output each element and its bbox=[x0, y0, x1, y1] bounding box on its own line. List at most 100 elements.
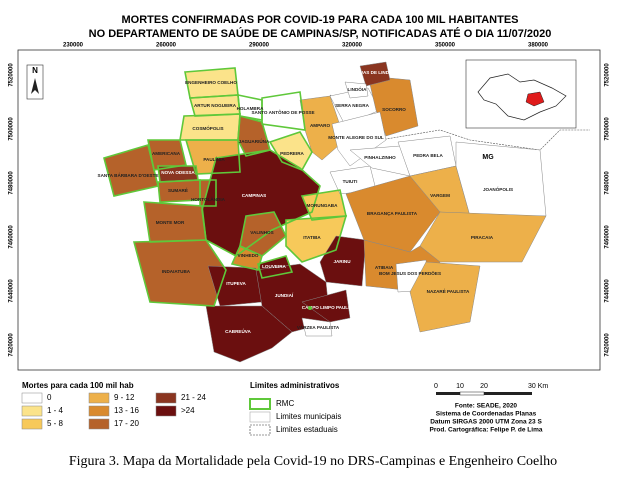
limits-title: Limites administrativos bbox=[250, 381, 340, 390]
legend-swatch bbox=[88, 392, 110, 404]
municipality-label: CAMPINAS bbox=[242, 193, 267, 198]
limits-swatch bbox=[249, 411, 271, 423]
municipality-label: SANTO ANTÔNIO DE POSSE bbox=[251, 108, 314, 115]
title-line: NO DEPARTAMENTO DE SAÚDE DE CAMPINAS/SP,… bbox=[89, 27, 552, 40]
legend-swatch bbox=[21, 392, 43, 404]
scale-label: 0 bbox=[434, 383, 438, 390]
y-coordinate: 7500000 bbox=[9, 117, 15, 141]
limits-label: Limites municipais bbox=[276, 412, 341, 421]
y-coordinate: 7460000 bbox=[605, 225, 611, 249]
rmc-outline bbox=[237, 114, 271, 157]
x-coordinate: 380000 bbox=[528, 43, 549, 49]
municipality-label: PEDRA BELA bbox=[413, 153, 443, 158]
scale-bar: 0 10 20 30 Km bbox=[434, 383, 548, 396]
municipality bbox=[319, 235, 367, 287]
y-coordinate: 7480000 bbox=[605, 171, 611, 195]
state-label: MG bbox=[482, 154, 494, 161]
sp-state-shape bbox=[477, 73, 567, 121]
scale-label: 10 bbox=[456, 383, 464, 390]
municipality-label: PAULÍNIA bbox=[203, 155, 225, 162]
legend-label: 5 - 8 bbox=[47, 419, 64, 428]
municipality-label: JOANÓPOLIS bbox=[483, 185, 513, 192]
legend-title: Mortes para cada 100 mil hab bbox=[22, 381, 134, 390]
rmc-outline bbox=[239, 211, 287, 257]
y-coordinate: 7500000 bbox=[605, 117, 611, 141]
x-coordinate: 320000 bbox=[342, 43, 363, 49]
north-arrow: N bbox=[26, 64, 44, 100]
legend-label: >24 bbox=[181, 406, 195, 415]
municipality bbox=[409, 261, 481, 333]
municipality-label: LINDÓIA bbox=[348, 85, 368, 92]
municipality-label: COSMÓPOLIS bbox=[192, 124, 223, 131]
scale-label: 30 Km bbox=[528, 383, 548, 390]
rmc-outline bbox=[261, 91, 306, 131]
north-label: N bbox=[32, 66, 38, 75]
y-coordinate: 7520000 bbox=[9, 63, 15, 87]
varzea-point bbox=[308, 306, 312, 310]
municipality-label: LOUVEIRA bbox=[262, 264, 286, 269]
municipality-label: ÁGUAS DE LINDÓIA bbox=[353, 68, 398, 75]
source-line: Fonte: SEADE, 2020 bbox=[455, 403, 518, 410]
rmc-outline bbox=[132, 239, 227, 307]
municipality bbox=[301, 289, 351, 323]
municipality-label: ATIBAIA bbox=[375, 265, 394, 270]
source-line: Prod. Cartográfica: Felipe P. de Lima bbox=[430, 427, 543, 434]
title-line: MORTES CONFIRMADAS POR COVID-19 PARA CAD… bbox=[121, 14, 518, 26]
scale-label: 20 bbox=[480, 383, 488, 390]
y-coordinate: 7440000 bbox=[605, 279, 611, 303]
y-coordinate: 7440000 bbox=[9, 279, 15, 303]
municipality-label: ARTUR NOGUEIRA bbox=[194, 103, 237, 108]
municipality-label: BOM JESUS DOS PERDÕES bbox=[379, 270, 441, 276]
municipality-label: HORTOLÂNDIA bbox=[191, 196, 226, 202]
municipality-label: SOCORRO bbox=[382, 107, 406, 112]
y-coordinate: 7420000 bbox=[9, 333, 15, 357]
x-coordinate: 350000 bbox=[435, 43, 456, 49]
municipality-label: TUIUTI bbox=[343, 179, 358, 184]
rmc-outline bbox=[184, 139, 241, 175]
municipality bbox=[301, 317, 333, 337]
x-coordinate: 290000 bbox=[249, 43, 270, 49]
municipality-label: VALINHOS bbox=[250, 230, 273, 235]
municipality bbox=[205, 305, 293, 363]
legend-swatch bbox=[88, 405, 110, 417]
municipality-label: ENGENHEIRO COELHO bbox=[185, 80, 237, 85]
legend: Mortes para cada 100 mil hab 0 1 - 4 5 - 8… bbox=[21, 381, 206, 430]
municipality-label: PEDREIRA bbox=[280, 151, 304, 156]
legend-label: 17 - 20 bbox=[114, 419, 139, 428]
limits-swatch bbox=[249, 398, 271, 410]
legend-label: 9 - 12 bbox=[114, 393, 135, 402]
y-coordinate: 7520000 bbox=[605, 63, 611, 87]
scale-segment bbox=[436, 392, 460, 395]
municipality-label: JAGUARIÚNA bbox=[239, 138, 270, 144]
municipality-label: PIRACAIA bbox=[471, 235, 494, 240]
source-line: Sistema de Coordenadas Planas bbox=[436, 411, 537, 418]
legend-swatch bbox=[21, 418, 43, 430]
municipality-label: NOVA ODESSA bbox=[161, 170, 195, 175]
x-coordinate: 230000 bbox=[63, 43, 84, 49]
source-line: Datum SIRGAS 2000 UTM Zona 23 S bbox=[430, 419, 542, 426]
municipality-label: SANTA BÁRBARA D'OESTE bbox=[98, 172, 159, 178]
legend-swatch bbox=[155, 392, 177, 404]
municipality-label: CAMPO LIMPO PAULISTA bbox=[302, 305, 359, 310]
limits-swatch bbox=[249, 424, 271, 436]
municipality bbox=[419, 211, 547, 263]
municipality-label: MONTE ALEGRE DO SUL bbox=[328, 135, 384, 140]
rmc-outline bbox=[257, 255, 294, 279]
municipality-label: SERRA NEGRA bbox=[335, 103, 369, 108]
legend-label: 21 - 24 bbox=[181, 393, 206, 402]
municipality-label: HOLAMBRA bbox=[237, 106, 264, 111]
rmc-outline bbox=[285, 215, 348, 263]
scale-segment bbox=[459, 391, 485, 396]
municipality bbox=[344, 81, 369, 99]
legend-label: 0 bbox=[47, 393, 52, 402]
municipality-label: NAZARÉ PAULISTA bbox=[427, 287, 470, 294]
y-coordinate: 7480000 bbox=[9, 171, 15, 195]
y-coordinate: 7420000 bbox=[605, 333, 611, 357]
municipality bbox=[455, 141, 547, 217]
north-arrow-shape bbox=[31, 78, 39, 94]
municipality-label: VARGEM bbox=[430, 193, 450, 198]
limits-label: RMC bbox=[276, 399, 294, 408]
limits-label: Limites estaduais bbox=[276, 425, 338, 434]
